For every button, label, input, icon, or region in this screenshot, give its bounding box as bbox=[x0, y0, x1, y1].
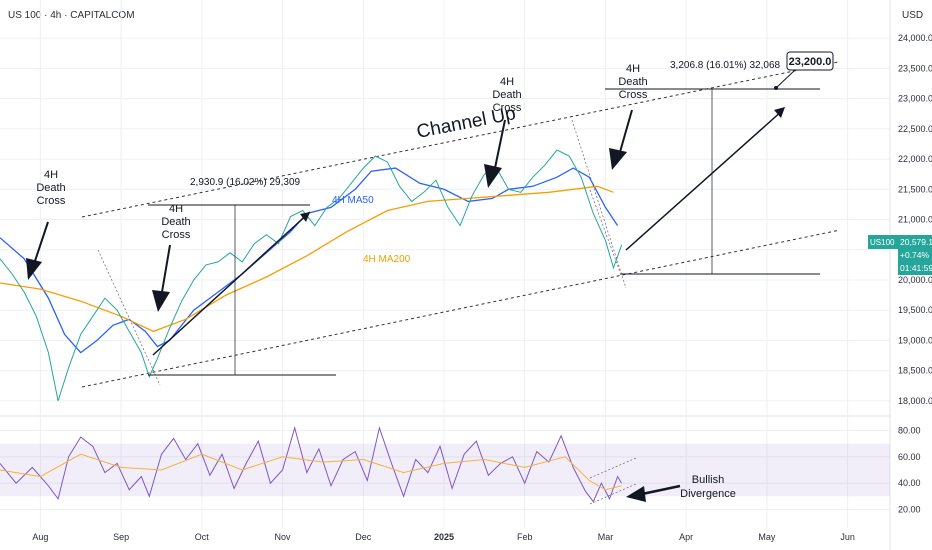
price-tick-label: 24,000.0 bbox=[898, 33, 932, 43]
time-tick-label: 2025 bbox=[434, 532, 454, 542]
svg-text:Cross: Cross bbox=[493, 102, 522, 114]
price-tick-label: 19,500.0 bbox=[898, 305, 932, 315]
death-cross-label-1: 4H Death Cross bbox=[36, 169, 66, 207]
series-rsi-ma bbox=[0, 453, 622, 491]
price-tick-label: 23,000.0 bbox=[898, 94, 932, 104]
rsi-tick-label: 40.00 bbox=[898, 478, 921, 488]
death-cross-label-4: 4H Death Cross bbox=[618, 63, 648, 101]
price-tick-label: 21,500.0 bbox=[898, 184, 932, 194]
price-tick-label: 22,000.0 bbox=[898, 154, 932, 164]
price-tick-label: 21,000.0 bbox=[898, 215, 932, 225]
price-tick-label: 19,000.0 bbox=[898, 335, 932, 345]
rsi-tick-label: 80.00 bbox=[898, 426, 921, 436]
currency-label: USD bbox=[902, 10, 923, 21]
ma200-label: 4H MA200 bbox=[363, 254, 411, 265]
measure-2-arrow bbox=[625, 109, 784, 251]
price-axis: 24,000.0 23,500.0 23,000.0 22,500.0 22,000.0… bbox=[898, 33, 932, 406]
measure-1-arrow bbox=[152, 211, 311, 356]
price-tag-ticker: US100 bbox=[870, 238, 895, 247]
price-grid bbox=[0, 37, 890, 402]
svg-text:Bullish: Bullish bbox=[692, 474, 724, 486]
target-dot bbox=[774, 86, 778, 90]
time-tick-label: Oct bbox=[195, 532, 210, 542]
rsi-layer bbox=[0, 426, 623, 503]
svg-text:Divergence: Divergence bbox=[680, 488, 736, 500]
svg-text:4H: 4H bbox=[500, 76, 514, 88]
target-label: 23,200.0 bbox=[789, 56, 832, 68]
time-tick-label: May bbox=[758, 532, 776, 542]
wedge-1-upper bbox=[97, 249, 161, 386]
measure-2-label: 3,206.8 (16.01%) 32,068 bbox=[670, 60, 781, 71]
time-tick-label: Feb bbox=[517, 532, 533, 542]
price-tick-label: 23,500.0 bbox=[898, 63, 932, 73]
rsi-tick-label: 60.00 bbox=[898, 452, 921, 462]
time-tick-label: Mar bbox=[598, 532, 614, 542]
series-layer bbox=[0, 149, 623, 402]
price-tick-label: 18,000.0 bbox=[898, 396, 932, 406]
death-cross-arrow-4 bbox=[609, 109, 633, 170]
measure-1-label: 2,930.9 (16.02%) 29,309 bbox=[190, 177, 301, 188]
series-4h-ma200 bbox=[0, 185, 614, 333]
time-tick-label: Aug bbox=[32, 532, 48, 542]
death-cross-arrow-1 bbox=[26, 221, 49, 280]
ma50-label: 4H MA50 bbox=[332, 195, 374, 206]
death-cross-label-3: 4H Death Cross bbox=[492, 76, 522, 114]
price-tag-change: +0.74% bbox=[900, 250, 930, 260]
rsi-band bbox=[0, 443, 890, 497]
svg-text:Death: Death bbox=[492, 89, 521, 101]
price-tick-label: 22,500.0 bbox=[898, 124, 932, 134]
time-tick-label: Nov bbox=[275, 532, 292, 542]
divergence-label: Bullish Divergence bbox=[680, 474, 736, 500]
time-tick-label: Dec bbox=[355, 532, 372, 542]
price-tick-label: 20,000.0 bbox=[898, 275, 932, 285]
series-price bbox=[0, 149, 623, 402]
rsi-grid bbox=[0, 430, 890, 510]
symbol-title: US 100 · 4h · CAPITALCOM bbox=[8, 10, 135, 21]
target-callout bbox=[786, 51, 834, 71]
svg-text:Death: Death bbox=[36, 182, 65, 194]
wedge-2-upper bbox=[571, 119, 627, 289]
rsi-axis: 80.00 60.00 40.00 20.00 bbox=[898, 426, 921, 515]
svg-text:Cross: Cross bbox=[162, 229, 191, 241]
price-tag: US100 20,579.1 +0.74% 01:41:59 bbox=[868, 235, 932, 275]
measure-1-arrowhead bbox=[300, 212, 310, 222]
rsi-tick-label: 20.00 bbox=[898, 504, 921, 514]
wedge-2-lower bbox=[589, 189, 621, 273]
death-cross-label-2: 4H Death Cross bbox=[161, 203, 191, 241]
price-tag-price: 20,579.1 bbox=[900, 237, 932, 247]
time-grid bbox=[39, 0, 849, 528]
svg-text:Cross: Cross bbox=[37, 195, 66, 207]
measure-2-arrowhead bbox=[774, 107, 785, 118]
svg-text:Cross: Cross bbox=[619, 89, 648, 101]
price-tick-label: 18,500.0 bbox=[898, 366, 932, 376]
divergence-lower-line bbox=[589, 483, 637, 505]
divergence-upper-line bbox=[589, 457, 637, 479]
channel-upper-line bbox=[81, 61, 839, 218]
price-tag-countdown: 01:41:59 bbox=[900, 263, 932, 273]
svg-text:Death: Death bbox=[618, 76, 647, 88]
svg-text:4H: 4H bbox=[169, 203, 183, 215]
svg-text:4H: 4H bbox=[44, 169, 58, 181]
time-axis: Aug Sep Oct Nov Dec 2025 Feb Mar Apr May Jun bbox=[32, 532, 855, 542]
svg-text:4H: 4H bbox=[626, 63, 640, 75]
death-cross-arrow-3 bbox=[484, 119, 506, 188]
target-callout-pointer bbox=[775, 69, 796, 89]
svg-text:Death: Death bbox=[161, 216, 190, 228]
time-tick-label: Apr bbox=[679, 532, 693, 542]
death-cross-arrow-2 bbox=[152, 244, 171, 312]
divergence-arrow bbox=[626, 484, 681, 502]
time-tick-label: Jun bbox=[840, 532, 855, 542]
time-tick-label: Sep bbox=[113, 532, 129, 542]
